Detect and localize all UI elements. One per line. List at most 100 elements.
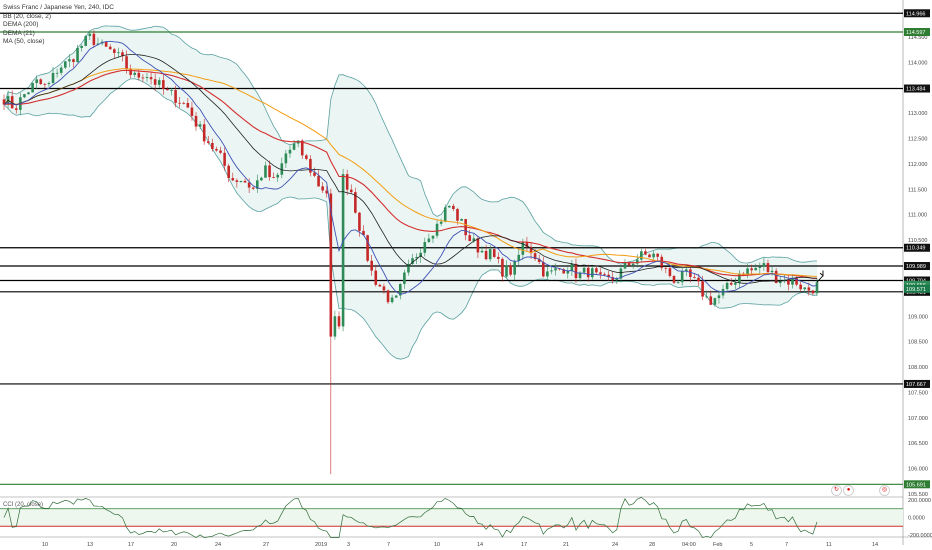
candle-body — [799, 284, 802, 290]
candle-body — [276, 174, 280, 178]
candle-body — [47, 82, 51, 85]
candle-body — [370, 260, 373, 271]
level-tag-bg — [904, 379, 930, 388]
candle-body — [668, 268, 672, 276]
candle-body — [791, 277, 794, 285]
level-tag-bg — [904, 28, 930, 37]
candle-body — [697, 277, 700, 282]
time-tick-label: 24 — [215, 542, 221, 548]
candle-body — [149, 77, 153, 80]
candle-body — [202, 124, 206, 142]
candle-body — [268, 165, 271, 178]
time-tick-label: 28 — [649, 542, 655, 548]
level-tag-label: 114.966 — [906, 11, 925, 17]
candle-body — [284, 153, 288, 164]
candle-body — [787, 280, 790, 285]
price-tick-label: 108.000 — [908, 365, 928, 371]
candle-body — [570, 263, 574, 271]
candle-body — [554, 268, 557, 271]
time-tick-label: 14 — [477, 542, 483, 548]
candle-body — [288, 149, 292, 154]
candle-body — [174, 90, 177, 103]
level-tag-label: 105.691 — [906, 482, 926, 488]
candle-body — [537, 259, 541, 263]
bollinger-band-fill — [4, 25, 817, 360]
candle-body — [68, 59, 71, 62]
time-tick-label: 10 — [434, 542, 440, 548]
alert-icon[interactable]: ● — [843, 485, 854, 496]
candle-body — [423, 241, 427, 253]
candle-body — [280, 163, 284, 175]
cci-legend: CCI (20, close) — [3, 502, 44, 508]
candle-body — [770, 270, 774, 273]
time-tick-label: 17 — [128, 542, 134, 548]
drawn-arrow — [816, 270, 824, 283]
candle-body — [476, 238, 480, 253]
legend-ma50: MA (50, close) — [3, 38, 45, 45]
legend-symbol-title: Swiss Franc / Japanese Yen, 240, IDC — [3, 4, 114, 11]
level-tag-label: 113.484 — [906, 87, 925, 93]
candle-body — [619, 268, 623, 279]
level-tag-label: 110.349 — [906, 246, 925, 252]
candle-body — [59, 67, 63, 73]
candle-body — [219, 150, 222, 153]
candle-body — [611, 277, 615, 281]
candle-body — [374, 270, 378, 285]
candle-body — [145, 77, 149, 79]
legend-bb: BB (20, close, 2) — [3, 12, 52, 20]
candle-body — [215, 149, 218, 151]
time-tick-label: 10 — [42, 542, 48, 548]
level-tag-label: 114.597 — [906, 30, 925, 36]
candle-body — [178, 102, 181, 104]
candle-body — [63, 61, 67, 68]
price-tick-label: 108.500 — [908, 340, 928, 346]
candle-body — [211, 142, 214, 150]
candle-body — [591, 268, 594, 278]
last-price-bg — [904, 284, 930, 293]
candle-body — [162, 80, 165, 89]
candle-body — [198, 124, 202, 127]
candle-body — [676, 282, 680, 284]
candle-body — [129, 68, 132, 75]
candle-body — [778, 281, 782, 284]
candle-body — [125, 56, 128, 69]
candle-body — [182, 102, 186, 104]
candle-body — [701, 281, 704, 297]
candle-body — [807, 287, 811, 291]
candle-body — [774, 270, 778, 284]
price-tick-label: 107.000 — [908, 416, 928, 422]
level-tag-bg — [904, 84, 930, 93]
candle-body — [562, 269, 566, 274]
candle-body — [652, 253, 655, 258]
candle-body — [623, 262, 627, 269]
candle-body — [656, 253, 659, 257]
bollinger-lower-line — [3, 78, 818, 360]
price-tick-label: 110.500 — [908, 238, 927, 244]
candle-body — [615, 278, 619, 281]
candle-body — [80, 45, 83, 48]
time-tick-label: Feb — [713, 542, 722, 548]
level-tag-label: 109.989 — [906, 264, 926, 270]
candle-body — [2, 99, 6, 105]
candle-body — [121, 52, 124, 57]
candle-body — [317, 175, 320, 187]
candle-body — [689, 269, 692, 278]
candle-body — [411, 258, 414, 264]
target-icon[interactable]: ◎ — [879, 485, 890, 496]
candle-body — [443, 207, 447, 222]
candle-body — [415, 256, 418, 259]
candle-body — [533, 253, 537, 260]
candle-body — [525, 241, 529, 247]
candle-body — [88, 33, 92, 37]
candle-body — [811, 290, 815, 294]
price-tick-label: 109.000 — [908, 314, 928, 320]
last-price-label: 109.571 — [906, 287, 926, 293]
refresh-icon[interactable]: ↻ — [831, 485, 842, 496]
price-tick-label: 111.000 — [908, 213, 927, 219]
candle-body — [39, 79, 43, 85]
candle-body — [76, 47, 79, 63]
time-tick-label: 3 — [347, 542, 350, 548]
candle-body — [407, 263, 410, 273]
candle-body — [272, 177, 275, 178]
